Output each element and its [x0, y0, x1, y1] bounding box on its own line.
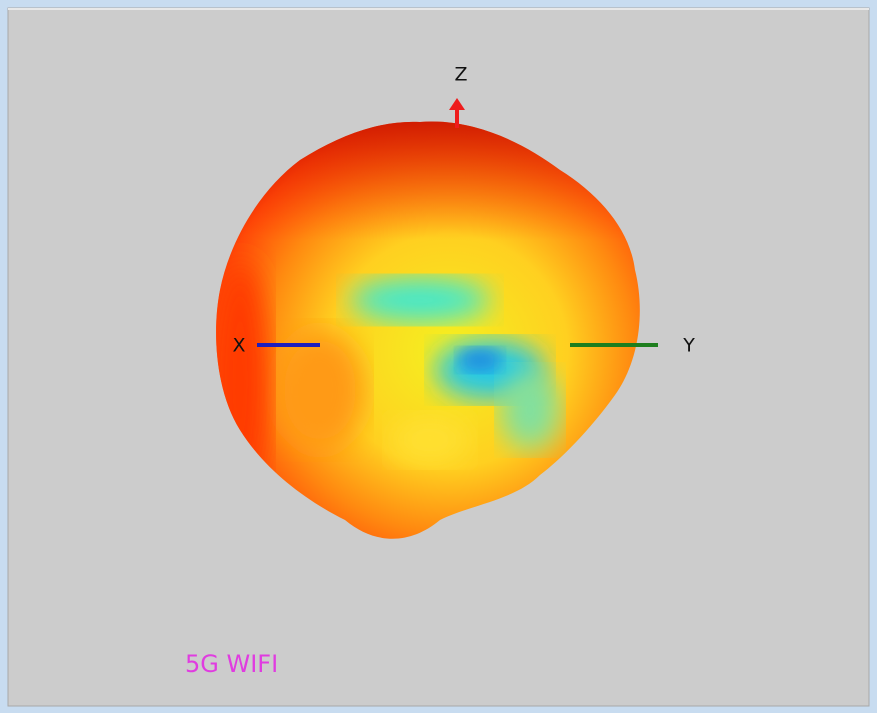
- shade: [390, 415, 470, 465]
- shade: [350, 278, 490, 322]
- shade: [500, 370, 560, 450]
- y-label: Y: [682, 335, 695, 357]
- shade: [275, 330, 365, 450]
- panel-top-edge: [8, 8, 869, 10]
- x-label: X: [232, 335, 245, 357]
- caption: 5G WIFI: [185, 650, 278, 678]
- shade: [458, 348, 502, 372]
- z-label: Z: [454, 64, 467, 86]
- axes: Z X Y: [232, 64, 695, 357]
- z-arrow: [449, 98, 465, 110]
